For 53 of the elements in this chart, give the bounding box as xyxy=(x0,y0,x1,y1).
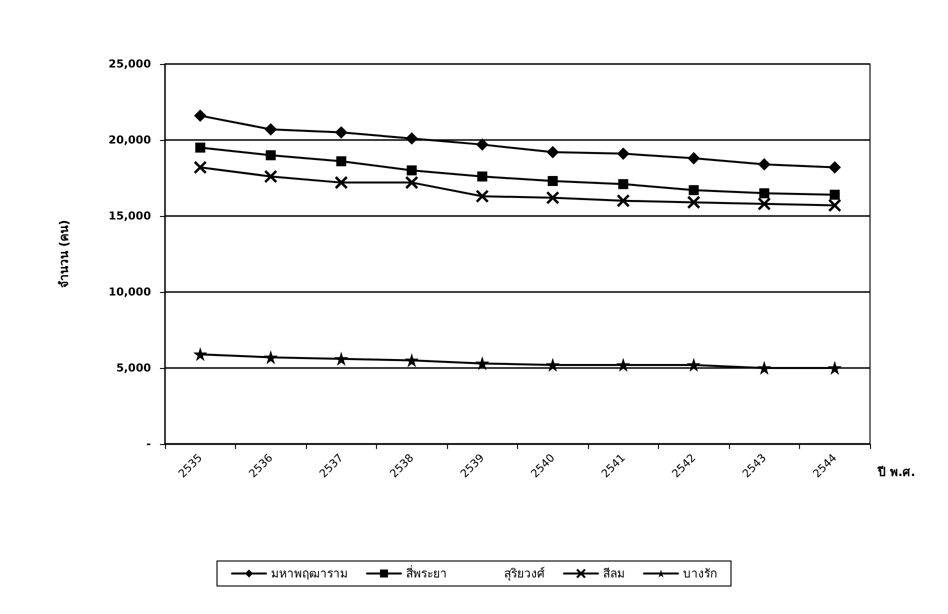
point xyxy=(264,351,277,364)
point xyxy=(335,352,348,365)
y-tick-label: 10,000 xyxy=(108,286,152,298)
legend-label: บางรัก xyxy=(683,566,717,580)
point xyxy=(758,362,770,374)
point xyxy=(476,189,489,203)
point xyxy=(759,188,770,198)
point xyxy=(264,123,277,136)
point xyxy=(688,185,699,196)
legend-label: สี่พระยา xyxy=(406,564,447,580)
point xyxy=(688,358,700,371)
point xyxy=(264,170,278,184)
point xyxy=(405,176,418,190)
point xyxy=(546,146,559,158)
point xyxy=(618,179,628,190)
point xyxy=(334,176,348,190)
y-tick-label: 5,000 xyxy=(116,362,152,374)
point xyxy=(476,138,488,151)
y-tick-label: 15,000 xyxy=(108,210,152,222)
point xyxy=(828,362,841,374)
legend-label: สีลม xyxy=(603,566,625,580)
y-tick-label: 25,000 xyxy=(108,58,152,70)
y-axis-title: จำนวน (คน) xyxy=(57,220,71,288)
legend-label: มหาพฤฒาราม xyxy=(271,566,348,580)
point xyxy=(617,358,630,371)
point xyxy=(830,190,840,200)
point xyxy=(548,176,558,186)
point xyxy=(616,194,630,208)
point xyxy=(758,158,770,170)
point xyxy=(335,126,348,138)
point xyxy=(406,132,418,144)
point xyxy=(617,148,630,160)
point xyxy=(476,357,488,370)
point xyxy=(477,171,488,182)
point xyxy=(687,196,700,210)
x-axis-title: ปี พ.ศ. xyxy=(877,465,916,479)
point xyxy=(194,348,206,360)
point xyxy=(406,354,418,366)
point xyxy=(406,165,417,176)
point xyxy=(194,160,207,174)
point xyxy=(336,156,346,166)
text: สุริยวงศ์ xyxy=(504,566,545,582)
y-tick-label: - xyxy=(146,438,151,450)
point xyxy=(195,142,206,153)
point xyxy=(688,152,700,164)
point xyxy=(828,161,841,174)
y-tick-label: 20,000 xyxy=(108,134,152,146)
point xyxy=(266,150,276,160)
point xyxy=(758,197,771,211)
point xyxy=(546,191,560,205)
point xyxy=(828,198,842,212)
point xyxy=(194,110,206,122)
point xyxy=(546,358,559,371)
